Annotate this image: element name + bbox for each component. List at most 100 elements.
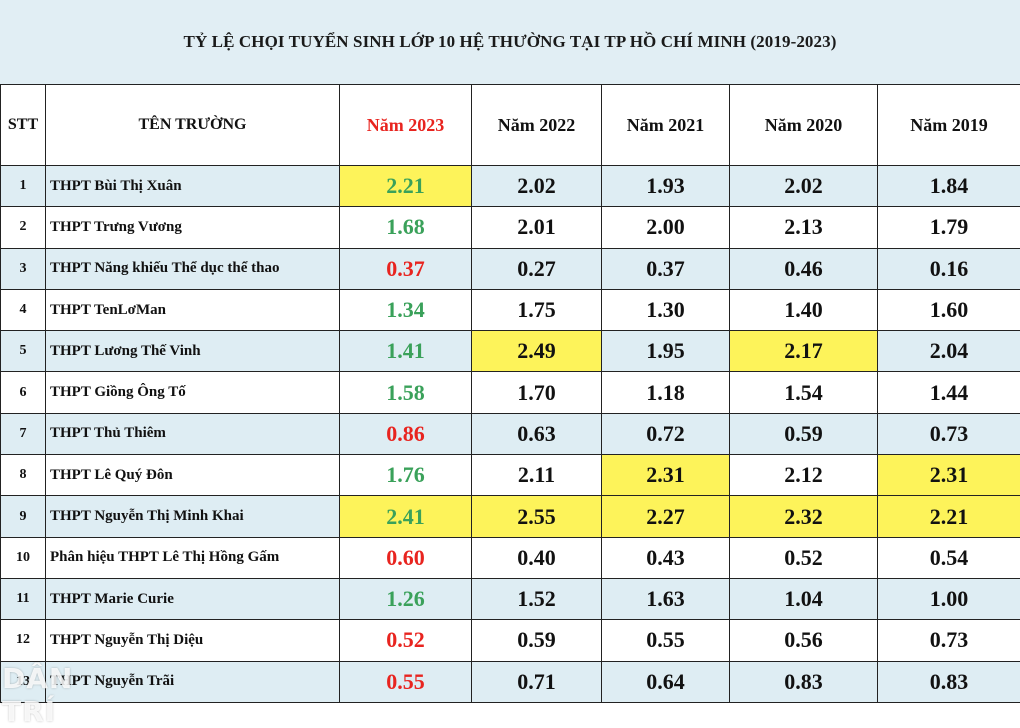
header-year-2019: Năm 2019: [878, 85, 1020, 166]
cell-ratio-2021: 0.72: [602, 413, 730, 454]
cell-ratio-2022: 0.27: [472, 248, 602, 289]
cell-ratio-2019: 0.83: [878, 661, 1020, 702]
header-year-2021: Năm 2021: [602, 85, 730, 166]
cell-ratio-2020: 0.52: [730, 537, 878, 578]
cell-ratio-2023: 1.68: [340, 207, 472, 248]
cell-ratio-2022: 2.55: [472, 496, 602, 537]
cell-ratio-2020: 1.40: [730, 289, 878, 330]
cell-ratio-2020: 0.59: [730, 413, 878, 454]
row-stt: 7: [1, 413, 46, 454]
cell-ratio-2019: 0.73: [878, 413, 1020, 454]
row-school-name: Phân hiệu THPT Lê Thị Hồng Gấm: [46, 537, 340, 578]
row-school-name: THPT Thủ Thiêm: [46, 413, 340, 454]
cell-ratio-2021: 0.37: [602, 248, 730, 289]
cell-ratio-2019: 0.54: [878, 537, 1020, 578]
row-school-name: THPT Nguyễn Thị Minh Khai: [46, 496, 340, 537]
cell-ratio-2022: 2.11: [472, 455, 602, 496]
cell-ratio-2023: 0.37: [340, 248, 472, 289]
row-school-name: THPT TenLơMan: [46, 289, 340, 330]
cell-ratio-2021: 2.00: [602, 207, 730, 248]
cell-ratio-2020: 0.83: [730, 661, 878, 702]
admission-ratio-table: STT TÊN TRƯỜNG Năm 2023 Năm 2022 Năm 202…: [0, 84, 1020, 703]
cell-ratio-2020: 0.46: [730, 248, 878, 289]
cell-ratio-2023: 1.26: [340, 578, 472, 619]
row-stt: 12: [1, 620, 46, 661]
row-stt: 8: [1, 455, 46, 496]
cell-ratio-2020: 2.13: [730, 207, 878, 248]
header-stt: STT: [1, 85, 46, 166]
cell-ratio-2023: 2.21: [340, 166, 472, 207]
table-title-bar: TỶ LỆ CHỌI TUYỂN SINH LỚP 10 HỆ THƯỜNG T…: [0, 0, 1020, 85]
cell-ratio-2021: 1.93: [602, 166, 730, 207]
cell-ratio-2020: 1.04: [730, 578, 878, 619]
cell-ratio-2023: 0.60: [340, 537, 472, 578]
row-school-name: THPT Nguyễn Trãi: [46, 661, 340, 702]
cell-ratio-2019: 0.16: [878, 248, 1020, 289]
cell-ratio-2022: 0.59: [472, 620, 602, 661]
row-school-name: THPT Bùi Thị Xuân: [46, 166, 340, 207]
cell-ratio-2021: 0.55: [602, 620, 730, 661]
row-stt: 13: [1, 661, 46, 702]
cell-ratio-2019: 0.73: [878, 620, 1020, 661]
cell-ratio-2019: 2.21: [878, 496, 1020, 537]
cell-ratio-2019: 1.44: [878, 372, 1020, 413]
cell-ratio-2021: 2.27: [602, 496, 730, 537]
header-row: STT TÊN TRƯỜNG Năm 2023 Năm 2022 Năm 202…: [1, 85, 1020, 166]
cell-ratio-2023: 1.76: [340, 455, 472, 496]
cell-ratio-2020: 1.54: [730, 372, 878, 413]
cell-ratio-2022: 0.71: [472, 661, 602, 702]
row-stt: 9: [1, 496, 46, 537]
cell-ratio-2022: 1.52: [472, 578, 602, 619]
row-stt: 3: [1, 248, 46, 289]
header-year-2023: Năm 2023: [340, 85, 472, 166]
cell-ratio-2021: 0.43: [602, 537, 730, 578]
cell-ratio-2022: 0.40: [472, 537, 602, 578]
cell-ratio-2023: 0.55: [340, 661, 472, 702]
header-year-2020: Năm 2020: [730, 85, 878, 166]
row-school-name: THPT Lương Thế Vinh: [46, 331, 340, 372]
row-school-name: THPT Nguyễn Thị Diệu: [46, 620, 340, 661]
cell-ratio-2022: 1.70: [472, 372, 602, 413]
row-school-name: THPT Lê Quý Đôn: [46, 455, 340, 496]
row-stt: 11: [1, 578, 46, 619]
cell-ratio-2019: 1.60: [878, 289, 1020, 330]
cell-ratio-2019: 1.79: [878, 207, 1020, 248]
row-stt: 10: [1, 537, 46, 578]
cell-ratio-2020: 0.56: [730, 620, 878, 661]
cell-ratio-2019: 1.00: [878, 578, 1020, 619]
row-school-name: THPT Trưng Vương: [46, 207, 340, 248]
cell-ratio-2022: 2.02: [472, 166, 602, 207]
cell-ratio-2020: 2.17: [730, 331, 878, 372]
cell-ratio-2021: 1.30: [602, 289, 730, 330]
header-school-name: TÊN TRƯỜNG: [46, 85, 340, 166]
row-school-name: THPT Năng khiếu Thể dục thể thao: [46, 248, 340, 289]
cell-ratio-2020: 2.12: [730, 455, 878, 496]
header-year-2022: Năm 2022: [472, 85, 602, 166]
cell-ratio-2019: 2.04: [878, 331, 1020, 372]
row-stt: 1: [1, 166, 46, 207]
cell-ratio-2023: 0.52: [340, 620, 472, 661]
table-title: TỶ LỆ CHỌI TUYỂN SINH LỚP 10 HỆ THƯỜNG T…: [184, 32, 837, 52]
cell-ratio-2019: 2.31: [878, 455, 1020, 496]
cell-ratio-2023: 2.41: [340, 496, 472, 537]
row-school-name: THPT Giồng Ông Tố: [46, 372, 340, 413]
cell-ratio-2022: 0.63: [472, 413, 602, 454]
row-school-name: THPT Marie Curie: [46, 578, 340, 619]
cell-ratio-2022: 1.75: [472, 289, 602, 330]
cell-ratio-2021: 1.95: [602, 331, 730, 372]
row-stt: 2: [1, 207, 46, 248]
cell-ratio-2022: 2.01: [472, 207, 602, 248]
cell-ratio-2023: 1.34: [340, 289, 472, 330]
cell-ratio-2021: 1.63: [602, 578, 730, 619]
row-stt: 4: [1, 289, 46, 330]
